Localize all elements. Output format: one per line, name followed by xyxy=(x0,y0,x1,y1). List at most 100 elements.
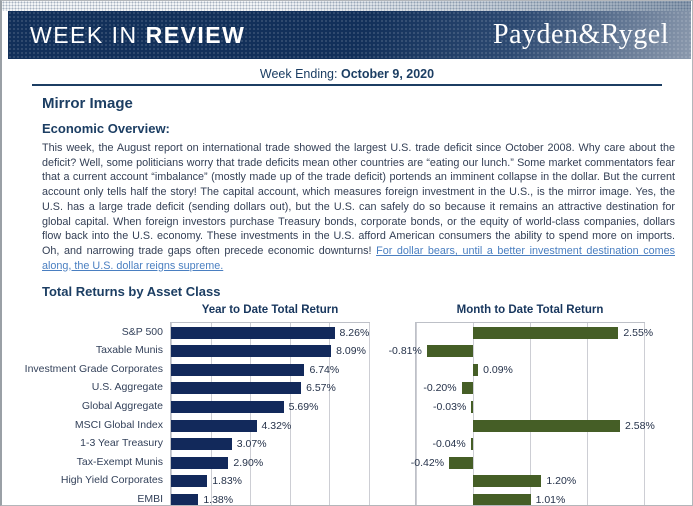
article-title: Mirror Image xyxy=(42,95,133,112)
category-label: Global Aggregate xyxy=(81,400,163,412)
gridline xyxy=(369,323,370,505)
gridline xyxy=(210,323,212,505)
category-label: 1-3 Year Treasury xyxy=(80,437,163,450)
bar-row: -0.20% xyxy=(416,379,644,398)
gridline xyxy=(416,323,417,505)
overview-body: This week, the August report on internat… xyxy=(42,142,675,257)
category-label: U.S. Aggregate xyxy=(91,381,163,394)
bar xyxy=(171,382,302,395)
bar xyxy=(171,363,305,376)
banner-divider xyxy=(32,84,662,86)
newsletter-wordmark: WEEK IN REVIEW xyxy=(30,22,245,49)
category-label: Taxable Munis xyxy=(95,344,163,357)
bar-row: 1.38% xyxy=(171,491,369,506)
value-label: -0.81% xyxy=(388,345,422,358)
value-label: -0.20% xyxy=(423,382,457,395)
gridline xyxy=(289,323,291,505)
week-ending-label: Week Ending: xyxy=(259,67,338,81)
gridline xyxy=(171,323,172,505)
wordmark-week-in: WEEK IN xyxy=(30,21,138,48)
bar xyxy=(473,326,619,339)
bar xyxy=(171,475,208,488)
bar xyxy=(473,363,479,376)
bar xyxy=(473,493,531,505)
economic-overview-text: This week, the August report on internat… xyxy=(42,141,675,273)
bar-row: 6.74% xyxy=(171,361,369,380)
bar-row: 2.55% xyxy=(416,323,653,342)
bar-row: 5.69% xyxy=(171,398,369,417)
bar-row: 1.20% xyxy=(416,472,644,491)
value-label: 1.20% xyxy=(546,475,577,488)
bar-row: 8.26% xyxy=(171,323,369,342)
week-ending-banner: Week Ending: October 9, 2020 xyxy=(2,67,692,81)
value-label: 0.09% xyxy=(483,363,513,376)
bar xyxy=(471,401,473,413)
article: Mirror Image Economic Overview: This wee… xyxy=(42,95,675,273)
bar xyxy=(171,493,199,505)
ytd-category-labels: S&P 500 Taxable Munis Investment Grade Cor… xyxy=(25,322,170,505)
bar-row: 0.09% xyxy=(416,361,644,380)
bar xyxy=(461,382,473,395)
bar-row: 6.57% xyxy=(171,379,369,398)
category-label: Tax-Exempt Munis xyxy=(76,455,163,468)
mtd-chart-title: Month to Date Total Return xyxy=(456,304,604,317)
bar xyxy=(426,345,473,358)
value-label: 6.74% xyxy=(309,363,340,376)
value-label: 2.58% xyxy=(625,419,655,432)
value-label: -0.03% xyxy=(433,401,467,413)
masthead-halftone-strip xyxy=(2,1,691,11)
category-label: MSCI Global Index xyxy=(74,418,163,431)
economic-overview-heading: Economic Overview: xyxy=(42,121,170,136)
bar xyxy=(171,456,229,469)
ytd-total-return-chart: Year to Date Total Return S&P 500 Taxable… xyxy=(25,304,370,506)
bar xyxy=(171,345,332,358)
value-label: 6.57% xyxy=(306,382,336,395)
value-label: 8.09% xyxy=(336,345,366,358)
bar xyxy=(473,419,621,432)
bar xyxy=(171,438,232,451)
value-label: 1.83% xyxy=(212,475,242,488)
bar xyxy=(470,438,473,451)
mtd-total-return-chart: Month to Date Total Return 2.55% -0.81% 0.… xyxy=(389,304,655,506)
value-label: 8.26% xyxy=(339,326,370,339)
bar-row: 8.09% xyxy=(171,342,369,361)
bar xyxy=(171,326,335,339)
bar-row: 1.83% xyxy=(171,472,369,491)
value-label: 4.32% xyxy=(261,419,292,432)
gridline xyxy=(587,323,588,505)
week-ending-date: October 9, 2020 xyxy=(340,67,435,81)
value-label: 5.69% xyxy=(288,401,319,413)
charts-row: Year to Date Total Return S&P 500 Taxable… xyxy=(25,304,692,506)
category-label: High Yield Corporates xyxy=(60,474,163,487)
gridline xyxy=(473,323,474,505)
value-label: 2.55% xyxy=(623,326,654,339)
value-label: 2.90% xyxy=(233,456,264,469)
bar-row: -0.04% xyxy=(416,435,644,454)
bar-row: -0.81% xyxy=(389,342,644,361)
bar xyxy=(171,401,284,413)
gridline xyxy=(644,323,645,505)
value-label: -0.42% xyxy=(410,456,445,469)
bar xyxy=(171,419,257,432)
payden-rygel-logo: Payden&Rygel xyxy=(493,19,669,50)
ytd-plot-area: 8.26% 8.09% 6.74% 6.57% 5.69% 4.32% 3.07% 2.90%… xyxy=(170,322,370,506)
total-returns-heading: Total Returns by Asset Class xyxy=(42,284,221,300)
masthead: WEEK IN REVIEW Payden&Rygel xyxy=(8,11,691,59)
dollar-bears-link[interactable]: For dollar bears, until a better investm… xyxy=(42,244,675,272)
value-label: 1.38% xyxy=(203,493,234,506)
bar-row: -0.42% xyxy=(411,453,644,472)
bar-row: 4.32% xyxy=(171,416,369,435)
ytd-chart-title: Year to Date Total Return xyxy=(201,304,339,317)
gridline xyxy=(530,323,531,505)
bar-row: 3.07% xyxy=(171,435,369,454)
bar-row: 2.90% xyxy=(171,453,369,472)
gridline xyxy=(250,323,252,505)
value-label: 1.01% xyxy=(535,493,566,506)
category-label: S&P 500 xyxy=(121,325,163,338)
bar-row: 2.58% xyxy=(416,416,655,435)
wordmark-review: REVIEW xyxy=(145,21,246,48)
bar-row: -0.03% xyxy=(416,398,644,417)
mtd-plot-area: 2.55% -0.81% 0.09% -0.20% -0.03% 2.58% -0.04% -… xyxy=(389,322,655,506)
category-label: EMBI xyxy=(137,492,163,505)
